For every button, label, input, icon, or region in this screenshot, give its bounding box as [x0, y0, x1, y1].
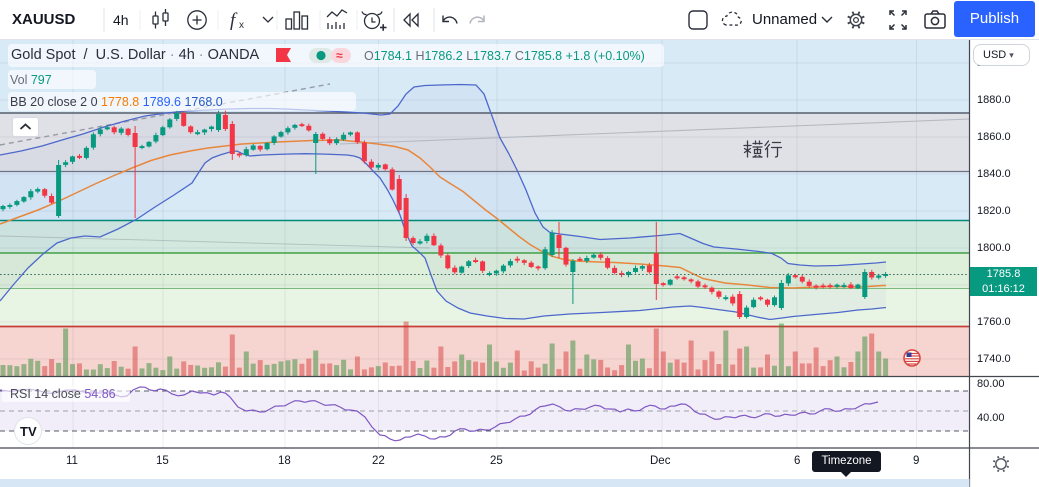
- svg-text:f: f: [230, 10, 238, 31]
- svg-text:≈: ≈: [336, 49, 343, 63]
- svg-text:TV: TV: [20, 424, 37, 439]
- svg-text:x: x: [239, 20, 244, 31]
